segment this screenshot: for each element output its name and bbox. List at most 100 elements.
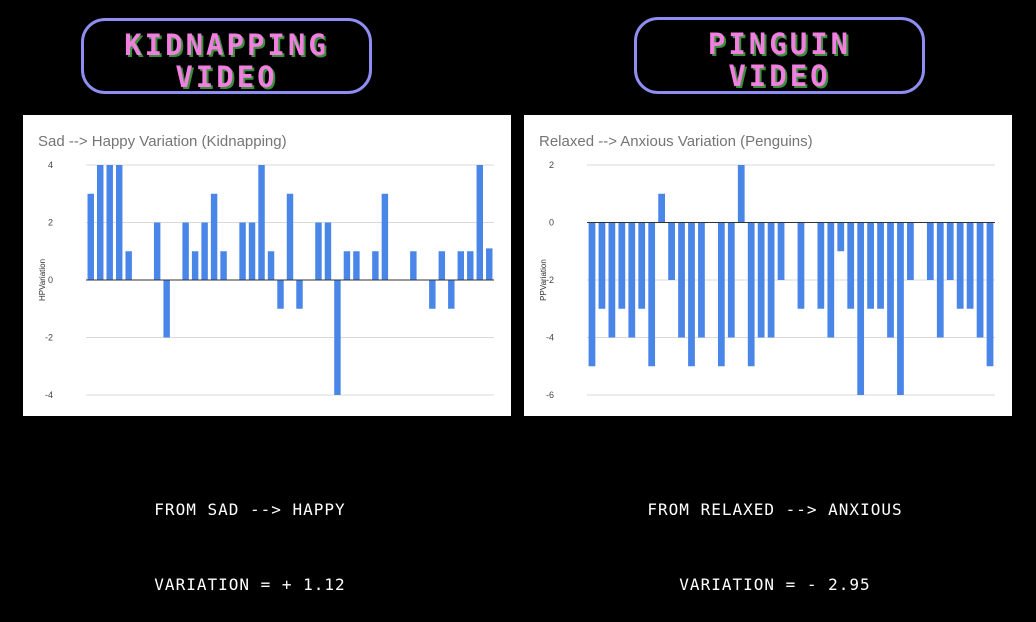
bar — [797, 222, 805, 309]
kidnapping-video-title: KIDNAPPING VIDEO — [81, 18, 372, 94]
bar — [334, 280, 341, 395]
bar — [976, 222, 984, 338]
bar — [648, 222, 656, 367]
y-axis-label: PPVariation — [539, 259, 548, 301]
bar — [628, 222, 636, 338]
bar — [296, 280, 303, 309]
kidnapping-variation-summary: FROM SAD --> HAPPY VARIATION = + 1.12 — [130, 447, 370, 622]
bar — [220, 251, 227, 280]
bar — [410, 251, 417, 280]
bar — [936, 222, 944, 338]
bar — [847, 222, 855, 309]
bar — [476, 165, 483, 280]
bar — [97, 165, 104, 280]
title-line-2: VIDEO — [175, 60, 278, 94]
bar — [267, 251, 275, 280]
y-tick-label: -6 — [546, 390, 554, 400]
bar — [343, 251, 351, 280]
bar — [429, 280, 436, 309]
bar — [897, 222, 904, 395]
bar — [817, 222, 825, 309]
y-tick-label: -2 — [45, 333, 53, 343]
bar — [153, 222, 161, 280]
bar — [827, 222, 835, 338]
bar — [777, 222, 785, 280]
title-line-1: PINGUIN — [707, 27, 852, 61]
bar — [248, 222, 256, 280]
bar — [210, 193, 218, 280]
bar — [381, 193, 389, 280]
bar — [757, 222, 765, 338]
chart-title: Relaxed --> Anxious Variation (Penguins) — [539, 133, 813, 150]
bar — [887, 222, 894, 338]
bar — [698, 222, 705, 338]
bar — [239, 222, 246, 280]
bar — [907, 222, 914, 280]
bar — [688, 222, 695, 367]
y-tick-label: 0 — [549, 218, 554, 228]
bar — [286, 193, 294, 280]
bar — [956, 222, 964, 309]
bar — [737, 165, 745, 223]
bar — [926, 222, 934, 280]
bar — [486, 248, 493, 280]
bar — [658, 193, 666, 223]
bar — [467, 251, 474, 280]
y-tick-label: 2 — [48, 218, 53, 228]
summary-line-1: FROM SAD --> HAPPY — [154, 500, 346, 519]
bar — [201, 222, 208, 280]
bar — [87, 193, 94, 280]
y-tick-label: -4 — [546, 333, 554, 343]
bar — [717, 222, 725, 367]
bar — [315, 222, 322, 280]
bar — [438, 251, 446, 280]
y-tick-label: 0 — [48, 275, 53, 285]
y-tick-label: 4 — [48, 160, 53, 170]
bar — [837, 222, 845, 252]
y-tick-label: -2 — [546, 275, 554, 285]
bar — [448, 280, 455, 309]
y-axis-label: HPVariation — [38, 259, 47, 301]
bar — [372, 251, 379, 280]
bar — [986, 222, 994, 367]
bar — [747, 222, 755, 367]
bar — [324, 222, 332, 280]
bar — [353, 251, 360, 280]
bar — [191, 251, 199, 280]
bar — [727, 222, 735, 338]
bar — [258, 165, 265, 280]
penguins-bar-chart: Relaxed --> Anxious Variation (Penguins)… — [539, 133, 995, 400]
bar — [588, 222, 596, 367]
bar — [678, 222, 685, 338]
bar — [598, 222, 606, 309]
bar — [668, 222, 675, 280]
bar — [457, 251, 465, 280]
bar — [857, 222, 865, 395]
bar — [618, 222, 626, 309]
bar — [106, 165, 113, 280]
bar — [163, 280, 170, 338]
bar — [182, 222, 189, 280]
title-line-2: VIDEO — [728, 59, 831, 93]
bar — [877, 222, 884, 309]
pinguin-video-title: PINGUIN VIDEO — [634, 17, 925, 94]
bar — [638, 222, 646, 309]
summary-line-2: VARIATION = + 1.12 — [154, 575, 346, 594]
bar — [608, 222, 616, 338]
bar — [115, 165, 123, 280]
bar — [867, 222, 874, 309]
bar — [966, 222, 974, 309]
summary-line-1: FROM RELAXED --> ANXIOUS — [647, 500, 903, 519]
y-tick-label: -4 — [45, 390, 53, 400]
y-tick-label: 2 — [549, 160, 554, 170]
summary-line-2: VARIATION = - 2.95 — [679, 575, 871, 594]
chart-title: Sad --> Happy Variation (Kidnapping) — [38, 133, 287, 150]
penguins-chart-panel: Relaxed --> Anxious Variation (Penguins)… — [524, 115, 1012, 416]
kidnapping-chart-panel: Sad --> Happy Variation (Kidnapping) 4 2 0 -… — [23, 115, 511, 416]
kidnapping-bar-chart: Sad --> Happy Variation (Kidnapping) 4 2 0 -… — [38, 133, 494, 400]
bar — [277, 280, 284, 309]
bar — [946, 222, 954, 280]
bar — [125, 251, 132, 280]
penguins-variation-summary: FROM RELAXED --> ANXIOUS VARIATION = - 2… — [620, 447, 930, 622]
title-line-1: KIDNAPPING — [124, 28, 329, 62]
